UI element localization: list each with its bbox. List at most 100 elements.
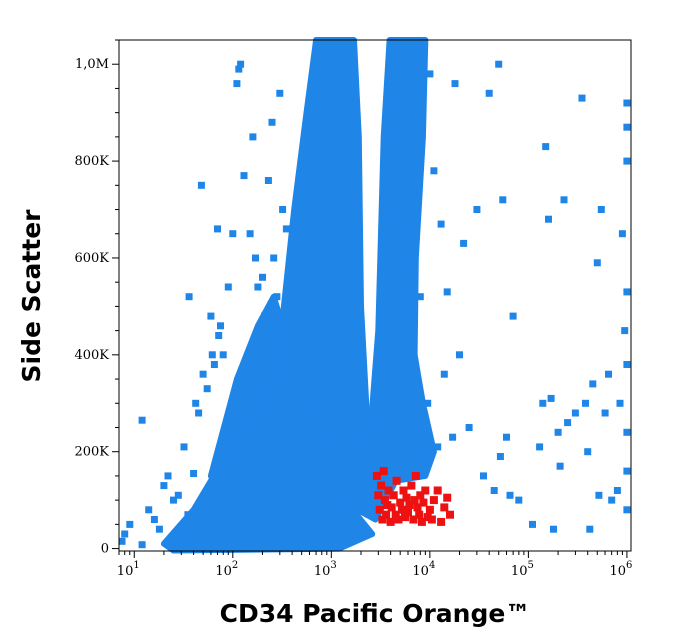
blue-event-point [623, 123, 631, 131]
blue-event-point [254, 283, 262, 291]
blue-event-point [434, 443, 442, 451]
blue-event-point [389, 41, 397, 49]
red-event-point [386, 517, 395, 526]
red-event-point [397, 505, 406, 514]
blue-event-point [586, 525, 594, 533]
blue-event-point [503, 433, 510, 441]
blue-event-point [416, 293, 424, 301]
blue-event-point [199, 370, 207, 378]
blue-event-point [496, 453, 504, 460]
blue-event-point [224, 283, 232, 291]
blue-event-point [542, 143, 550, 151]
red-event-point [399, 486, 408, 495]
blue-event-point [449, 433, 457, 441]
blue-event-point [437, 220, 445, 228]
y-tick-label: 400K [74, 348, 109, 363]
blue-event-point [207, 312, 215, 320]
blue-event-point [618, 230, 626, 238]
blue-event-point [411, 235, 419, 243]
blue-event-point [270, 254, 278, 262]
blue-event-point [203, 385, 211, 393]
x-tick-label: 105 [511, 560, 534, 579]
blue-event-point [174, 491, 182, 499]
blue-event-point [261, 312, 268, 320]
blue-event-point [623, 288, 631, 296]
blue-event-point [495, 60, 503, 68]
blue-event-point [276, 89, 284, 97]
blue-event-point [424, 399, 432, 407]
plot-frame [118, 39, 632, 552]
red-event-point [379, 467, 388, 476]
blue-event-point [529, 520, 536, 528]
red-event-point [394, 515, 403, 524]
blue-event-point [456, 351, 463, 359]
blue-event-point [237, 60, 245, 68]
blue-event-point [246, 230, 254, 238]
blue-event-point [582, 399, 589, 407]
blue-event-point [229, 230, 237, 238]
red-event-point [416, 491, 425, 500]
blue-event-point [623, 157, 631, 165]
blue-event-point [556, 462, 564, 470]
red-gated-population-points [372, 467, 454, 526]
red-event-point [401, 513, 409, 522]
blue-event-point [190, 470, 198, 477]
red-event-point [383, 501, 392, 509]
red-event-point [396, 498, 405, 507]
blue-event-point [155, 525, 163, 533]
blue-event-point [571, 409, 579, 417]
blue-event-point [396, 133, 404, 141]
blue-event-point [233, 80, 241, 88]
red-event-point [375, 505, 384, 514]
x-tick-label: 103 [314, 560, 337, 579]
population-density-region [365, 37, 437, 523]
blue-event-point [601, 409, 609, 417]
blue-event-point [490, 487, 498, 494]
blue-event-point [180, 443, 188, 451]
blue-event-point [138, 541, 146, 549]
blue-event-point [545, 215, 552, 223]
blue-event-point [252, 254, 259, 262]
red-event-point [417, 517, 426, 526]
blue-event-point [214, 225, 221, 233]
blue-event-point [623, 428, 631, 436]
red-event-point [372, 471, 381, 480]
blue-event-point [268, 118, 276, 126]
blue-event-point [547, 394, 555, 402]
blue-event-point [259, 273, 266, 281]
blue-event-point [171, 535, 179, 543]
blue-event-point [621, 327, 629, 335]
red-event-point [402, 493, 411, 502]
red-event-point [427, 515, 436, 524]
blue-event-point [554, 428, 562, 436]
blue-population-points [118, 41, 631, 549]
y-tick-label: 0 [101, 542, 109, 557]
blue-event-point [185, 293, 193, 301]
blue-event-point [264, 177, 272, 184]
blue-event-point [170, 496, 177, 504]
population-density-cloud [160, 37, 437, 554]
blue-event-point [138, 416, 146, 424]
red-event-point [387, 503, 396, 512]
y-axis-title: Side Scatter [17, 209, 46, 383]
x-tick-label: 106 [609, 560, 632, 579]
blue-event-point [235, 65, 243, 73]
x-axis-title: CD34 Pacific Orange™ [220, 599, 531, 628]
red-event-point [377, 481, 386, 490]
blue-event-point [118, 537, 126, 545]
blue-event-point [623, 99, 631, 107]
red-event-point [443, 493, 452, 502]
y-tick-label: 1,0M [75, 57, 109, 72]
red-event-point [446, 510, 454, 519]
blue-event-point [126, 520, 134, 528]
red-event-point [433, 486, 442, 495]
blue-event-point [584, 448, 592, 456]
red-event-point [440, 503, 449, 512]
red-event-point [378, 515, 387, 524]
population-density-region [207, 293, 286, 479]
blue-event-point [249, 133, 257, 141]
red-event-point [413, 503, 422, 512]
blue-event-point [160, 482, 168, 490]
blue-event-point [400, 206, 408, 213]
blue-event-point [208, 351, 216, 359]
